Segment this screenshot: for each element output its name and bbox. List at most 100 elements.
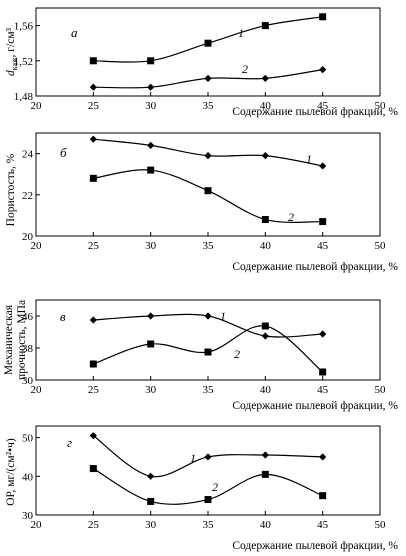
x-tick-label: 20: [31, 100, 43, 112]
series-2-point: [261, 470, 269, 478]
series-1-point: [147, 83, 155, 91]
series-1-point: [261, 451, 269, 459]
series-2-point: [147, 57, 155, 65]
x-tick-label: 20: [31, 240, 43, 252]
x-tick-label: 50: [375, 384, 387, 396]
series-1-point: [89, 432, 97, 440]
plot-frame: [35, 132, 381, 237]
series-2-point: [261, 322, 269, 330]
series-1-point: [147, 141, 155, 149]
x-tick-label: 30: [145, 384, 157, 396]
series-1-point: [319, 453, 327, 461]
series-1-point: [261, 332, 269, 340]
y-tick-label: 24: [22, 149, 34, 161]
series-2-point: [204, 39, 212, 47]
y-tick-label: 22: [22, 190, 33, 202]
series-1-point: [204, 453, 212, 461]
plot-frame: [35, 299, 381, 381]
y-tick-label: 40: [22, 471, 34, 483]
series-2-point: [89, 465, 97, 473]
y-tick-label: 50: [22, 433, 34, 445]
y-tick-label: 30: [22, 510, 34, 522]
y-tick-label: 1,56: [14, 21, 34, 33]
y-axis-label-line1: Механическая: [3, 304, 15, 375]
series-2-point: [204, 496, 212, 504]
series-2-point: [319, 492, 327, 500]
series-2-point: [319, 218, 327, 226]
y-axis-label-rest: , г/см³: [5, 27, 17, 57]
series-label-2: 2: [212, 480, 218, 494]
x-tick-label: 35: [203, 519, 215, 531]
series-2-point: [261, 22, 269, 30]
x-tick-label: 50: [375, 519, 387, 531]
series-1-point: [89, 83, 97, 91]
panel-letter: г: [67, 435, 72, 450]
x-tick-label: 45: [317, 519, 329, 531]
series-1-point: [89, 135, 97, 143]
series-1-point: [204, 152, 212, 160]
series-2-point: [204, 348, 212, 356]
y-tick-label: 20: [22, 231, 34, 243]
x-axis-label: Содержание пылевой фракции, %: [232, 400, 398, 412]
chart-panel-4: 20 25 30 35 40 45 50 30 40 50 Содержание пылевой ф…: [5, 425, 398, 552]
x-tick-label: 25: [88, 384, 100, 396]
panel-letter: а: [71, 25, 78, 40]
series-label-2: 2: [234, 347, 240, 361]
x-tick-label: 40: [260, 384, 272, 396]
x-tick-label: 20: [31, 519, 43, 531]
x-tick-label: 30: [145, 519, 157, 531]
x-axis-label: Содержание пылевой фракции, %: [232, 261, 398, 273]
y-axis-label-line2: прочность, МПа: [16, 300, 28, 380]
x-tick-label: 45: [317, 240, 329, 252]
x-tick-label: 50: [375, 100, 387, 112]
series-1-point: [204, 312, 212, 320]
series-2-point: [147, 340, 155, 348]
series-2-point: [204, 187, 212, 195]
series-label-1: 1: [220, 309, 226, 323]
series-2-point: [89, 174, 97, 182]
panel-letter: б: [60, 145, 67, 160]
series-label-2: 2: [288, 210, 294, 224]
series-1-point: [89, 316, 97, 324]
x-tick-label: 50: [375, 240, 387, 252]
x-tick-label: 25: [88, 519, 100, 531]
x-tick-label: 30: [145, 240, 157, 252]
series-2-point: [261, 216, 269, 224]
x-tick-label: 35: [203, 100, 215, 112]
chart-panel-1: 20 25 30 35 40 45 50 1,48 1,52 1,56 Содержание пыл…: [5, 7, 398, 118]
y-axis-label-sub: каж: [10, 57, 19, 70]
series-label-2: 2: [242, 62, 248, 76]
series-label-1: 1: [190, 451, 196, 465]
y-tick-label: 38: [22, 343, 34, 355]
x-axis-label: Содержание пылевой фракции, %: [232, 540, 398, 552]
x-tick-label: 45: [317, 100, 329, 112]
x-tick-label: 25: [88, 100, 100, 112]
panel-letter: в: [60, 309, 66, 324]
chart-panel-3: 20 25 30 35 40 45 50 30 38 46 Содержание пылевой ф…: [3, 299, 398, 412]
series-1-point: [319, 162, 327, 170]
x-tick-label: 30: [145, 100, 157, 112]
series-2-point: [147, 166, 155, 174]
series-label-1: 1: [306, 152, 312, 166]
x-tick-label: 25: [88, 240, 100, 252]
plot-frame: [35, 7, 381, 97]
y-axis-label: Механическаяпрочность, МПа: [3, 300, 28, 380]
series-2-point: [89, 57, 97, 65]
y-axis-label-main: d: [5, 70, 17, 76]
series-1-point: [261, 74, 269, 82]
x-axis-label: Содержание пылевой фракции, %: [232, 106, 398, 118]
y-axis-label: Пористость, %: [5, 153, 17, 226]
series-2-point: [147, 497, 155, 505]
y-tick-label: 1,48: [14, 91, 34, 103]
series-1-point: [261, 152, 269, 160]
y-axis-label: dкаж, г/см³: [5, 27, 19, 76]
y-tick-label: 30: [22, 375, 34, 387]
series-1-point: [147, 472, 155, 480]
x-tick-label: 35: [203, 384, 215, 396]
x-tick-label: 40: [260, 519, 272, 531]
series-2-point: [319, 368, 327, 376]
series-2-point: [89, 360, 97, 368]
chart-panel-2: 20 25 30 35 40 45 50 20 22 24 Содержание пылевой ф…: [5, 132, 398, 273]
series-1-point: [147, 312, 155, 320]
